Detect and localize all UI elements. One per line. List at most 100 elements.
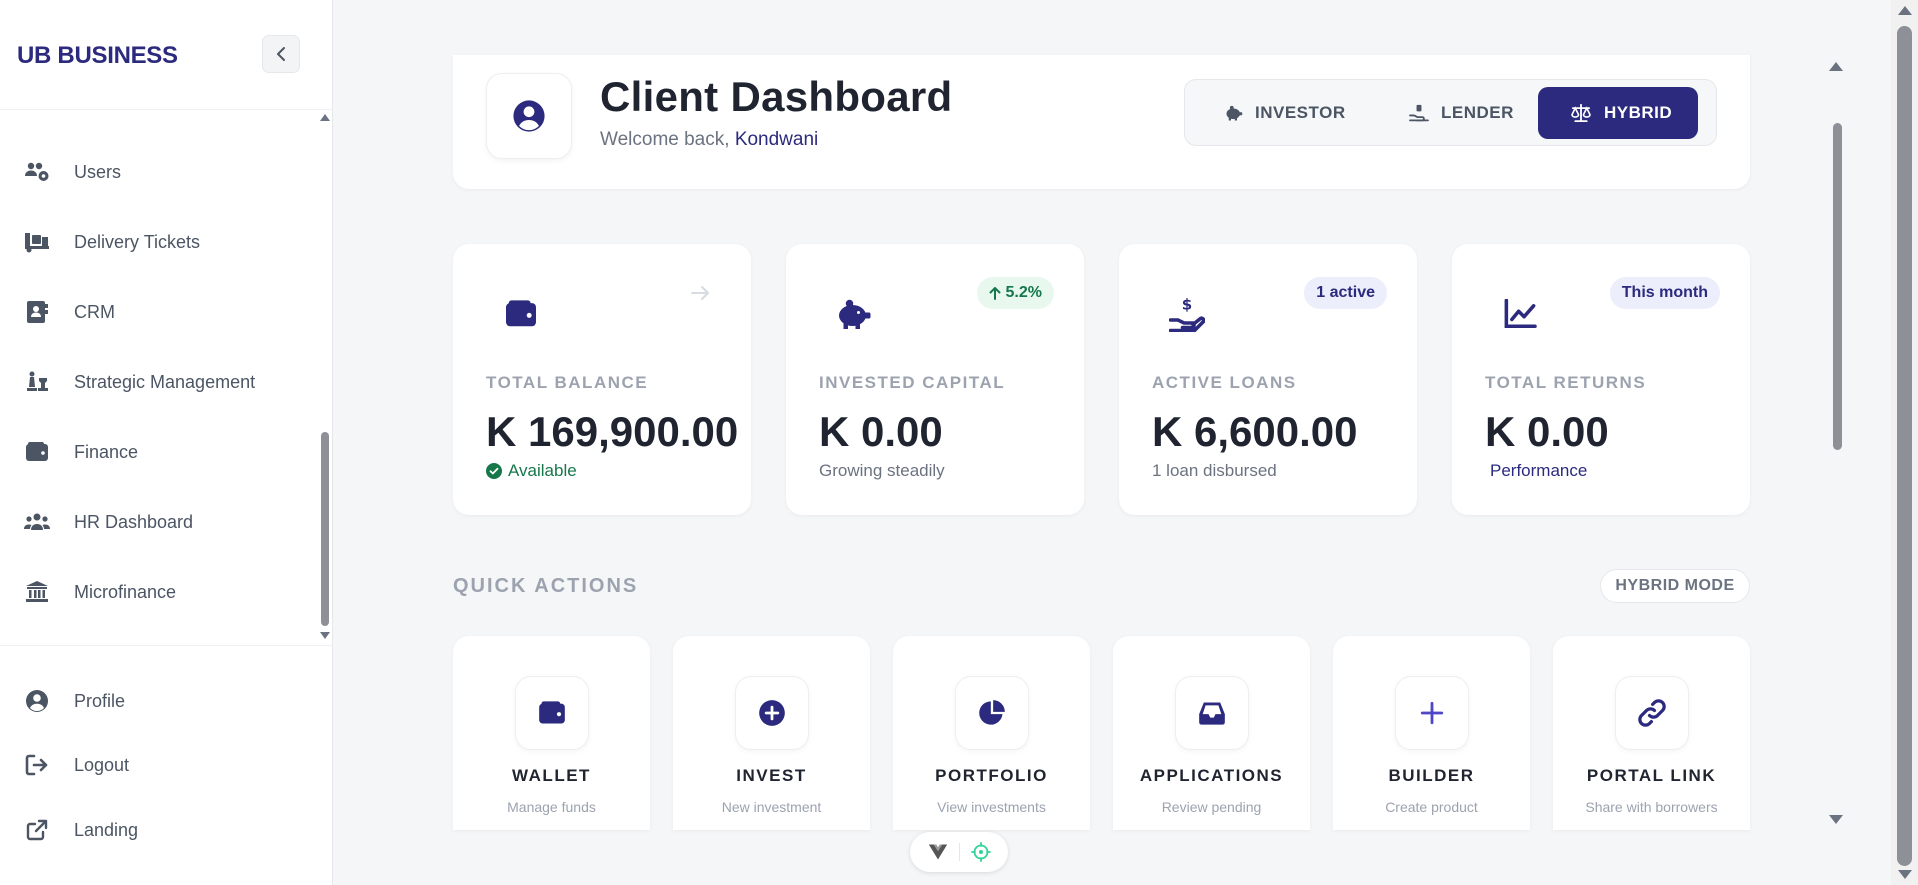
- avatar[interactable]: [486, 73, 572, 159]
- bank-icon: [24, 579, 50, 605]
- stat-value: K 0.00: [1485, 408, 1609, 455]
- stat-label: TOTAL BALANCE: [486, 373, 649, 392]
- action-portal-link[interactable]: PORTAL LINK Share with borrowers: [1553, 636, 1750, 830]
- sidebar-item-logout[interactable]: Logout: [0, 740, 320, 790]
- hand-holding-dollar-icon: $: [1169, 296, 1205, 332]
- stat-subtitle[interactable]: Performance: [1490, 461, 1588, 480]
- action-wallet[interactable]: WALLET Manage funds: [453, 636, 650, 830]
- action-description: Share with borrowers: [1585, 799, 1718, 815]
- action-builder[interactable]: BUILDER Create product: [1333, 636, 1530, 830]
- action-invest[interactable]: INVEST New investment: [673, 636, 870, 830]
- vue-logo-icon[interactable]: [928, 843, 948, 861]
- growth-badge: 5.2%: [976, 277, 1054, 309]
- external-link-icon: [24, 817, 50, 843]
- stat-card-total-balance[interactable]: TOTAL BALANCE K 169,900.00 Available: [453, 244, 751, 515]
- active-badge: 1 active: [1304, 277, 1387, 309]
- sidebar-scrollbar[interactable]: [318, 110, 332, 645]
- action-applications[interactable]: APPLICATIONS Review pending: [1113, 636, 1310, 830]
- scroll-up-icon[interactable]: [1898, 6, 1912, 15]
- sidebar-item-landing[interactable]: Landing: [0, 805, 320, 855]
- chess-icon: [24, 369, 50, 395]
- action-portfolio[interactable]: PORTFOLIO View investments: [893, 636, 1090, 830]
- scroll-down-icon[interactable]: [1829, 815, 1843, 824]
- quick-actions-title: QUICK ACTIONS: [453, 575, 639, 597]
- piggy-bank-icon: [836, 296, 872, 332]
- piggy-bank-icon: [1225, 105, 1243, 121]
- sidebar-item-users[interactable]: Users: [0, 147, 320, 197]
- stat-card-total-returns[interactable]: This month TOTAL RETURNS K 0.00 Performa…: [1452, 244, 1750, 515]
- mode-lender-button[interactable]: LENDER: [1409, 87, 1514, 139]
- sidebar-scroll-thumb[interactable]: [321, 432, 329, 626]
- brand-logo[interactable]: UB BUSINESS: [17, 42, 178, 69]
- scroll-down-icon[interactable]: [1898, 870, 1912, 879]
- action-name: WALLET: [512, 766, 591, 785]
- sidebar-item-label: Delivery Tickets: [74, 231, 201, 252]
- scroll-down-icon[interactable]: [320, 632, 330, 639]
- stat-label: TOTAL RETURNS: [1485, 373, 1647, 392]
- user-name: Kondwani: [734, 129, 819, 150]
- stat-subtitle-text: Available: [508, 461, 577, 480]
- inbox-icon: [1199, 702, 1225, 725]
- action-icon-box: [1615, 676, 1689, 750]
- sidebar-item-strategic-management[interactable]: Strategic Management: [0, 357, 320, 407]
- sidebar-item-label: Users: [74, 161, 122, 182]
- svg-text:$: $: [1182, 296, 1192, 314]
- mode-hybrid-button[interactable]: HYBRID: [1538, 87, 1699, 139]
- welcome-message: Welcome back, Kondwani: [600, 129, 818, 151]
- check-circle-icon: [486, 463, 502, 479]
- scale-icon: [1570, 104, 1592, 122]
- scroll-up-icon[interactable]: [1829, 62, 1843, 71]
- plus-icon: [1420, 701, 1444, 725]
- sidebar-divider: [0, 109, 333, 110]
- mode-label: INVESTOR: [1255, 103, 1346, 122]
- action-description: New investment: [721, 799, 822, 815]
- address-book-icon: [24, 299, 50, 325]
- page-scroll-thumb[interactable]: [1897, 26, 1912, 866]
- stat-subtitle: Growing steadily: [819, 461, 945, 480]
- users-cog-icon: [24, 159, 50, 185]
- sidebar-item-hr-dashboard[interactable]: HR Dashboard: [0, 497, 320, 547]
- mode-switcher: INVESTOR LENDER HYBRID: [1184, 79, 1717, 146]
- stat-card-active-loans[interactable]: $ 1 active ACTIVE LOANS K 6,600.00 1 loa…: [1119, 244, 1417, 515]
- collapse-sidebar-button[interactable]: [262, 35, 300, 73]
- wallet-icon: [503, 296, 539, 332]
- main-content: Client Dashboard Welcome back, Kondwani …: [333, 0, 1891, 885]
- action-name: INVEST: [736, 766, 807, 785]
- badge-text: 5.2%: [1005, 284, 1042, 301]
- sidebar-nav: Users Delivery Tickets CRM Strategic Man…: [0, 110, 333, 645]
- chevron-left-icon: [277, 47, 285, 61]
- sidebar-item-label: HR Dashboard: [74, 511, 194, 532]
- sidebar-item-label: Finance: [74, 441, 139, 462]
- action-name: BUILDER: [1388, 766, 1475, 785]
- content-scroll-thumb[interactable]: [1833, 123, 1842, 450]
- sidebar-divider: [0, 645, 333, 646]
- target-icon[interactable]: [970, 842, 991, 862]
- action-description: Review pending: [1161, 799, 1262, 815]
- page-scrollbar[interactable]: [1891, 0, 1918, 885]
- sidebar-item-delivery-tickets[interactable]: Delivery Tickets: [0, 217, 320, 267]
- action-icon-box: [735, 676, 809, 750]
- sidebar-item-microfinance[interactable]: Microfinance: [0, 567, 320, 617]
- sidebar-item-profile[interactable]: Profile: [0, 676, 320, 726]
- truck-loading-icon: [24, 229, 50, 255]
- users-icon: [24, 509, 50, 535]
- mode-investor-button[interactable]: INVESTOR: [1225, 87, 1346, 139]
- mode-label: HYBRID: [1604, 103, 1673, 122]
- scroll-up-icon[interactable]: [320, 114, 330, 121]
- devtools-separator: [958, 843, 960, 861]
- hybrid-mode-badge: HYBRID MODE: [1600, 569, 1750, 603]
- sidebar-item-crm[interactable]: CRM: [0, 287, 320, 337]
- mode-label: LENDER: [1441, 103, 1514, 122]
- stat-label: ACTIVE LOANS: [1152, 373, 1297, 392]
- sidebar-item-label: Landing: [74, 819, 139, 840]
- action-icon-box: [1175, 676, 1249, 750]
- sidebar: UB BUSINESS Users Delivery Tickets CRM: [0, 0, 333, 885]
- sidebar-item-label: CRM: [74, 301, 115, 322]
- action-name: APPLICATIONS: [1139, 766, 1284, 785]
- arrow-right-icon[interactable]: [691, 285, 711, 301]
- period-badge: This month: [1609, 277, 1720, 309]
- plus-circle-icon: [759, 700, 785, 726]
- hand-holding-icon: [1409, 104, 1429, 122]
- stat-card-invested-capital[interactable]: 5.2% INVESTED CAPITAL K 0.00 Growing ste…: [786, 244, 1084, 515]
- sidebar-item-finance[interactable]: Finance: [0, 427, 320, 477]
